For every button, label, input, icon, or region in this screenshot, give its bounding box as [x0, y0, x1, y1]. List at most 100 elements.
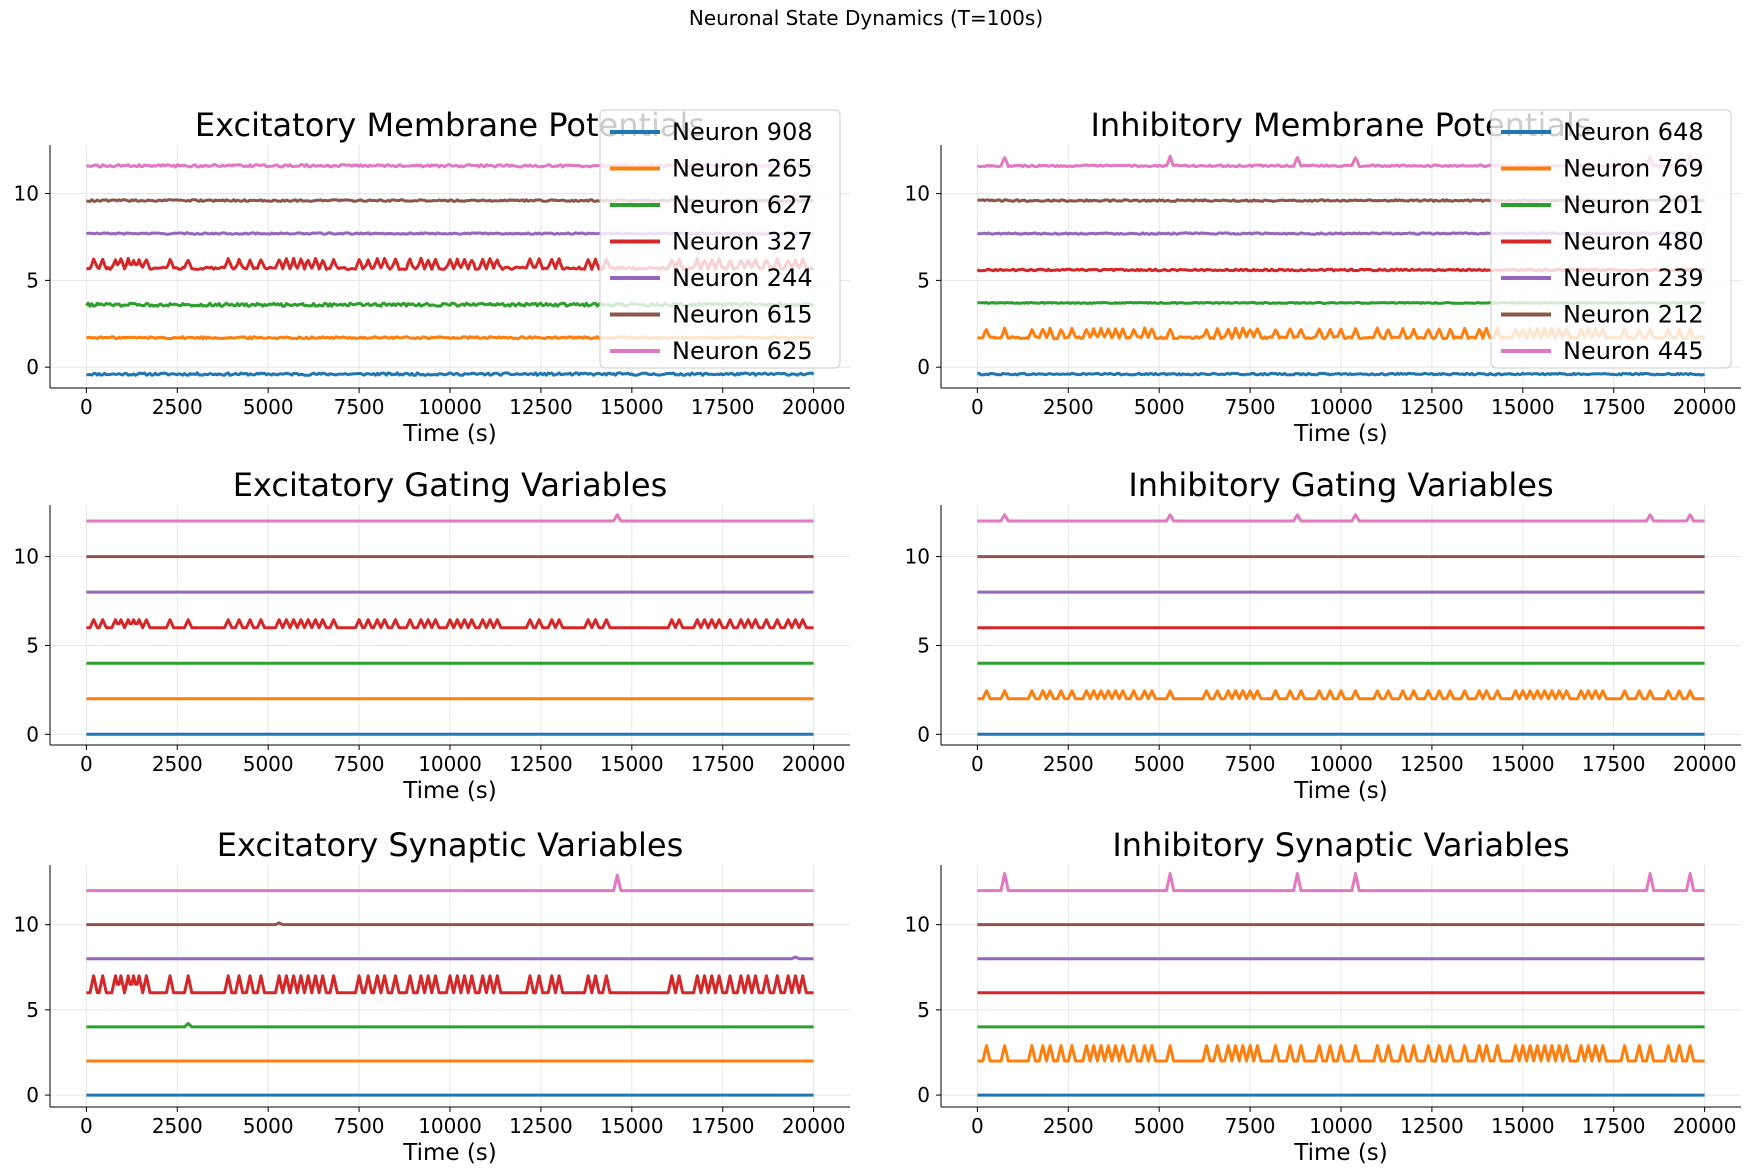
y-tick-label: 0 — [26, 722, 39, 746]
y-tick-label: 5 — [917, 998, 930, 1022]
x-axis-label: Time (s) — [1293, 778, 1388, 804]
x-tick-label: 10000 — [1309, 1114, 1373, 1138]
y-tick-label: 10 — [14, 913, 39, 937]
series-line-7 — [977, 872, 1705, 893]
y-tick-label: 0 — [917, 722, 930, 746]
x-tick-label: 5000 — [1134, 1114, 1185, 1138]
x-axis-label: Time (s) — [402, 1140, 497, 1166]
x-tick-label: 12500 — [1400, 1114, 1464, 1138]
x-tick-label: 2500 — [1043, 1114, 1094, 1138]
x-tick-label: 7500 — [334, 1114, 385, 1138]
series-line-4 — [86, 618, 814, 630]
legend-entry-7: Neuron 445 — [1563, 337, 1704, 365]
subplot-5: 0 2500 5000 7500 10000 12500 15000 17500 20000 0 5… — [14, 826, 850, 1166]
x-tick-label: 5000 — [1134, 395, 1185, 419]
legend-entry-5: Neuron 244 — [672, 264, 813, 292]
x-tick-label: 15000 — [1491, 752, 1555, 776]
y-tick-label: 0 — [917, 1083, 930, 1107]
legend-box — [1490, 109, 1732, 369]
y-tick-label: 10 — [905, 913, 930, 937]
y-tick-label: 5 — [917, 633, 930, 657]
x-tick-label: 7500 — [1225, 752, 1276, 776]
x-tick-label: 5000 — [1134, 752, 1185, 776]
x-tick-label: 20000 — [1673, 395, 1737, 419]
x-tick-label: 15000 — [1491, 395, 1555, 419]
x-axis-label: Time (s) — [402, 778, 497, 804]
legend-entry-2: Neuron 265 — [672, 155, 813, 183]
x-tick-label: 17500 — [1582, 395, 1646, 419]
x-tick-label: 10000 — [418, 752, 482, 776]
x-tick-label: 20000 — [1673, 1114, 1737, 1138]
x-tick-label: 0 — [80, 752, 93, 776]
y-tick-label: 10 — [905, 545, 930, 569]
x-tick-label: 12500 — [1400, 752, 1464, 776]
y-tick-label: 5 — [917, 268, 930, 292]
x-tick-label: 10000 — [418, 1114, 482, 1138]
y-tick-label: 5 — [26, 633, 39, 657]
x-tick-label: 12500 — [509, 1114, 573, 1138]
x-tick-label: 5000 — [243, 395, 294, 419]
x-tick-label: 0 — [80, 1114, 93, 1138]
y-tick-label: 0 — [26, 355, 39, 379]
series-line-2 — [977, 689, 1705, 701]
y-tick-label: 0 — [917, 355, 930, 379]
x-tick-label: 2500 — [1043, 752, 1094, 776]
x-tick-label: 7500 — [1225, 1114, 1276, 1138]
legend-entry-7: Neuron 625 — [672, 337, 813, 365]
x-tick-label: 17500 — [691, 1114, 755, 1138]
x-axis-label: Time (s) — [402, 421, 497, 447]
x-tick-label: 15000 — [600, 395, 664, 419]
legend-entry-3: Neuron 627 — [672, 191, 813, 219]
legend-entry-4: Neuron 480 — [1563, 228, 1704, 256]
figure-suptitle: Neuronal State Dynamics (T=100s) — [689, 6, 1043, 30]
subplot-grid: 0 2500 5000 7500 10000 12500 15000 17500 2000005… — [14, 106, 1741, 1166]
series-line-3 — [86, 1022, 814, 1029]
subplot-title: Inhibitory Synaptic Variables — [1112, 826, 1569, 864]
y-tick-label: 5 — [26, 998, 39, 1022]
x-tick-label: 10000 — [418, 395, 482, 419]
x-tick-label: 15000 — [600, 1114, 664, 1138]
x-tick-label: 2500 — [1043, 395, 1094, 419]
subplot-4: 0 2500 5000 7500 10000 12500 15000 17500 20000 0 5… — [905, 466, 1741, 804]
legend-entry-2: Neuron 769 — [1563, 155, 1704, 183]
subplot-title: Inhibitory Gating Variables — [1128, 466, 1553, 504]
x-tick-label: 17500 — [1582, 752, 1646, 776]
x-tick-label: 2500 — [152, 752, 203, 776]
x-tick-label: 20000 — [782, 395, 846, 419]
x-tick-label: 15000 — [600, 752, 664, 776]
series-line-2 — [977, 1044, 1705, 1063]
series-line-7 — [86, 873, 814, 893]
series-line-7 — [977, 513, 1705, 523]
x-tick-label: 7500 — [334, 752, 385, 776]
x-tick-label: 0 — [971, 752, 984, 776]
series-line-4 — [86, 974, 814, 995]
series-line-5 — [86, 955, 814, 961]
x-tick-label: 5000 — [243, 752, 294, 776]
subplot-3: 0 2500 5000 7500 10000 12500 15000 17500 20000 0 5… — [14, 466, 850, 804]
legend-entry-1: Neuron 648 — [1563, 118, 1704, 146]
legend-entry-4: Neuron 327 — [672, 228, 813, 256]
y-tick-label: 10 — [14, 182, 39, 206]
x-axis-label: Time (s) — [1293, 421, 1388, 447]
legend-entry-6: Neuron 212 — [1563, 301, 1704, 329]
x-tick-label: 12500 — [509, 752, 573, 776]
y-tick-label: 10 — [905, 182, 930, 206]
y-tick-label: 5 — [26, 268, 39, 292]
x-tick-label: 2500 — [152, 1114, 203, 1138]
subplot-6: 0 2500 5000 7500 10000 12500 15000 17500 20000 0 5… — [905, 826, 1741, 1166]
x-tick-label: 12500 — [1400, 395, 1464, 419]
x-tick-label: 0 — [971, 1114, 984, 1138]
x-tick-label: 10000 — [1309, 395, 1373, 419]
x-tick-label: 0 — [971, 395, 984, 419]
series-line-1 — [976, 371, 1705, 377]
x-tick-label: 2500 — [152, 395, 203, 419]
y-tick-label: 0 — [26, 1083, 39, 1107]
legend-entry-6: Neuron 615 — [672, 301, 813, 329]
x-tick-label: 0 — [80, 395, 93, 419]
x-axis-label: Time (s) — [1293, 1140, 1388, 1166]
legend-entry-1: Neuron 908 — [672, 118, 813, 146]
legend-entry-3: Neuron 201 — [1563, 191, 1704, 219]
series-line-7 — [86, 513, 814, 523]
subplot-2: 0 2500 5000 7500 10000 12500 15000 17500 20000 0 5… — [905, 106, 1741, 447]
